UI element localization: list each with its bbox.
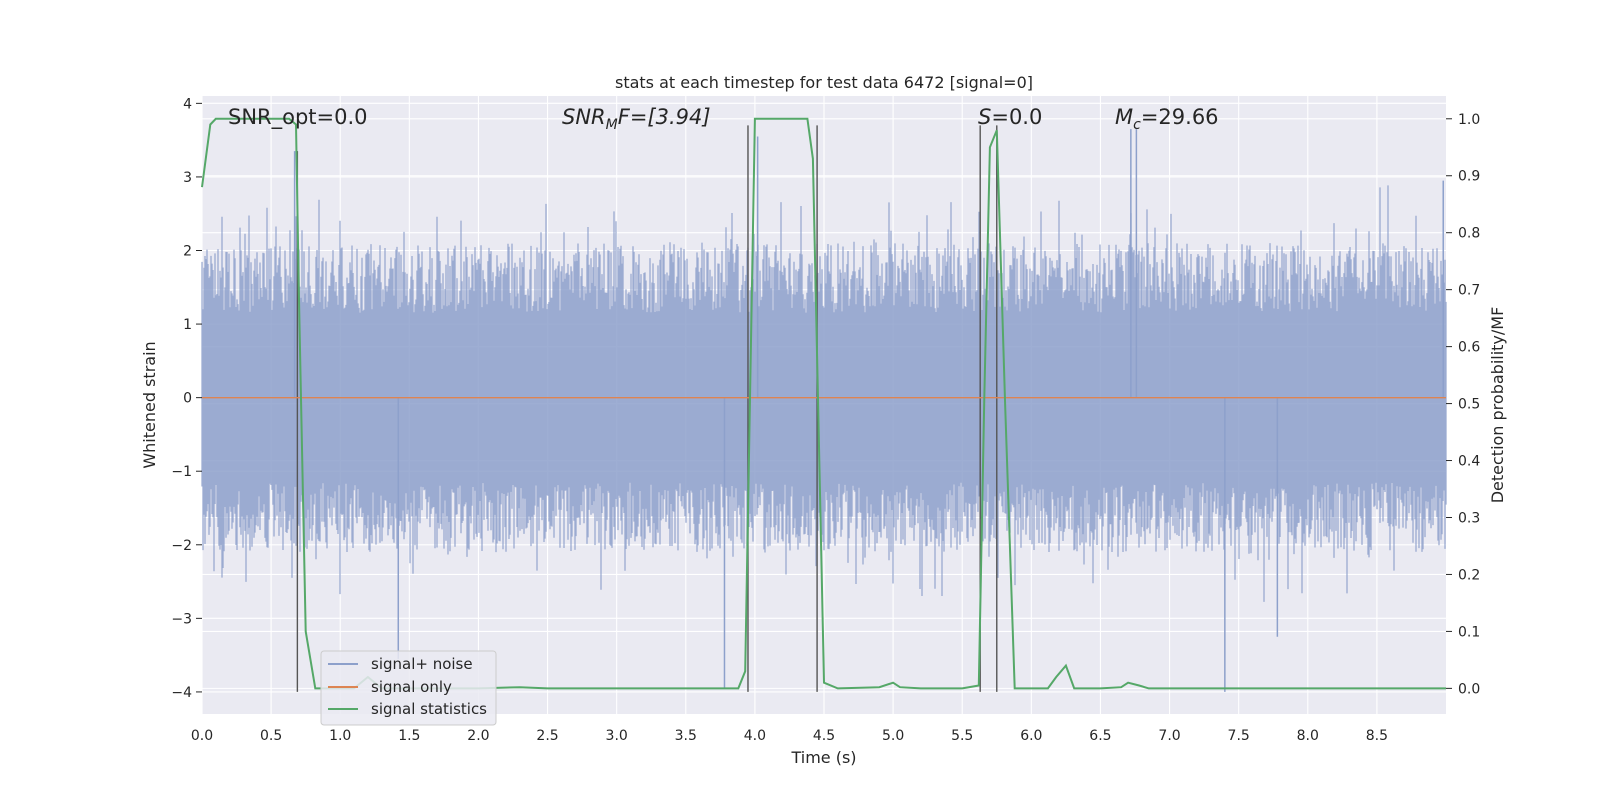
legend-label-signal-statistics: signal statistics: [371, 700, 487, 718]
series-lines: [201, 117, 1446, 690]
x-tick-label: 8.0: [1297, 728, 1319, 744]
y-tick-label: 3: [183, 170, 192, 186]
x-axis-label: Time (s): [790, 748, 856, 767]
x-tick-label: 0.5: [260, 728, 282, 744]
y-tick-label: 0: [183, 391, 192, 407]
y-tick-label: −4: [171, 685, 192, 701]
annotation-snr-mf-value: F=[3.94]: [618, 105, 711, 129]
y-right-tick-label: 0.9: [1458, 169, 1480, 185]
y-axis-right-label: Detection probability/MF: [1488, 307, 1507, 504]
legend-label-signal-only: signal only: [371, 678, 452, 696]
y-tick-label: 2: [183, 244, 192, 260]
y-right-tick-label: 1.0: [1458, 112, 1480, 128]
annotation-snr-mf-symbol: SNR: [562, 105, 606, 129]
legend-label-signal-noise: signal+ noise: [371, 655, 473, 673]
annotation-mc: Mc=29.66: [1115, 105, 1219, 133]
x-tick-label: 3.0: [606, 728, 628, 744]
y-tick-label: 4: [183, 96, 192, 112]
annotation-s-value: =0.0: [991, 105, 1042, 129]
y-axis-label: Whitened strain: [140, 341, 159, 468]
annotation-mc-subscript: c: [1133, 117, 1141, 133]
y-tick-label: 1: [183, 317, 192, 333]
annotation-s-symbol: S: [978, 105, 991, 129]
y-right-tick-label: 0.7: [1458, 283, 1480, 299]
annotation-s: S=0.0: [978, 105, 1042, 129]
x-tick-label: 0.0: [191, 728, 213, 744]
x-tick-label: 7.0: [1158, 728, 1180, 744]
x-tick-label: 8.5: [1366, 728, 1388, 744]
x-tick-label: 5.0: [882, 728, 904, 744]
x-tick-label: 7.5: [1228, 728, 1250, 744]
y-right-tick-label: 0.2: [1458, 567, 1480, 583]
x-tick-label: 1.5: [398, 728, 420, 744]
y-right-tick-label: 0.6: [1458, 340, 1480, 356]
chart-title: stats at each timestep for test data 647…: [615, 73, 1033, 92]
annotation-snr-mf: SNRMF=[3.94]: [562, 105, 711, 133]
x-tick-label: 6.5: [1089, 728, 1111, 744]
y-tick-label: −3: [171, 611, 192, 627]
x-tick-label: 4.0: [744, 728, 766, 744]
x-tick-label: 4.5: [813, 728, 835, 744]
x-tick-label: 1.0: [329, 728, 351, 744]
x-tick-label: 2.5: [536, 728, 558, 744]
y-right-tick-label: 0.4: [1458, 454, 1480, 470]
y-right-tick-label: 0.0: [1458, 681, 1480, 697]
annotation-mc-symbol: M: [1115, 105, 1133, 129]
x-tick-label: 5.5: [951, 728, 973, 744]
y-right-tick-label: 0.5: [1458, 397, 1480, 413]
y-right-tick-label: 0.8: [1458, 226, 1480, 242]
annotation-mc-value: =29.66: [1141, 105, 1219, 129]
signal-statistics-line: [201, 117, 1446, 690]
axis-ticks: 0.0 0.5 1.0 1.5 2.0 2.5 3.0 3.5 4.0 4.5 5.0 5.5 6.0 6…: [171, 96, 1480, 744]
annotation-snr-opt: SNR_opt=0.0: [228, 105, 368, 130]
y-right-tick-label: 0.3: [1458, 510, 1480, 526]
y-tick-label: −1: [171, 464, 192, 480]
x-tick-label: 6.0: [1020, 728, 1042, 744]
annotation-snr-mf-subscript: M: [606, 117, 618, 133]
x-tick-label: 3.5: [675, 728, 697, 744]
y-right-tick-label: 0.1: [1458, 624, 1480, 640]
legend: signal+ noise signal only signal statist…: [320, 650, 497, 726]
y-tick-label: −2: [171, 538, 192, 554]
x-tick-label: 2.0: [467, 728, 489, 744]
legend-box: [320, 650, 497, 726]
